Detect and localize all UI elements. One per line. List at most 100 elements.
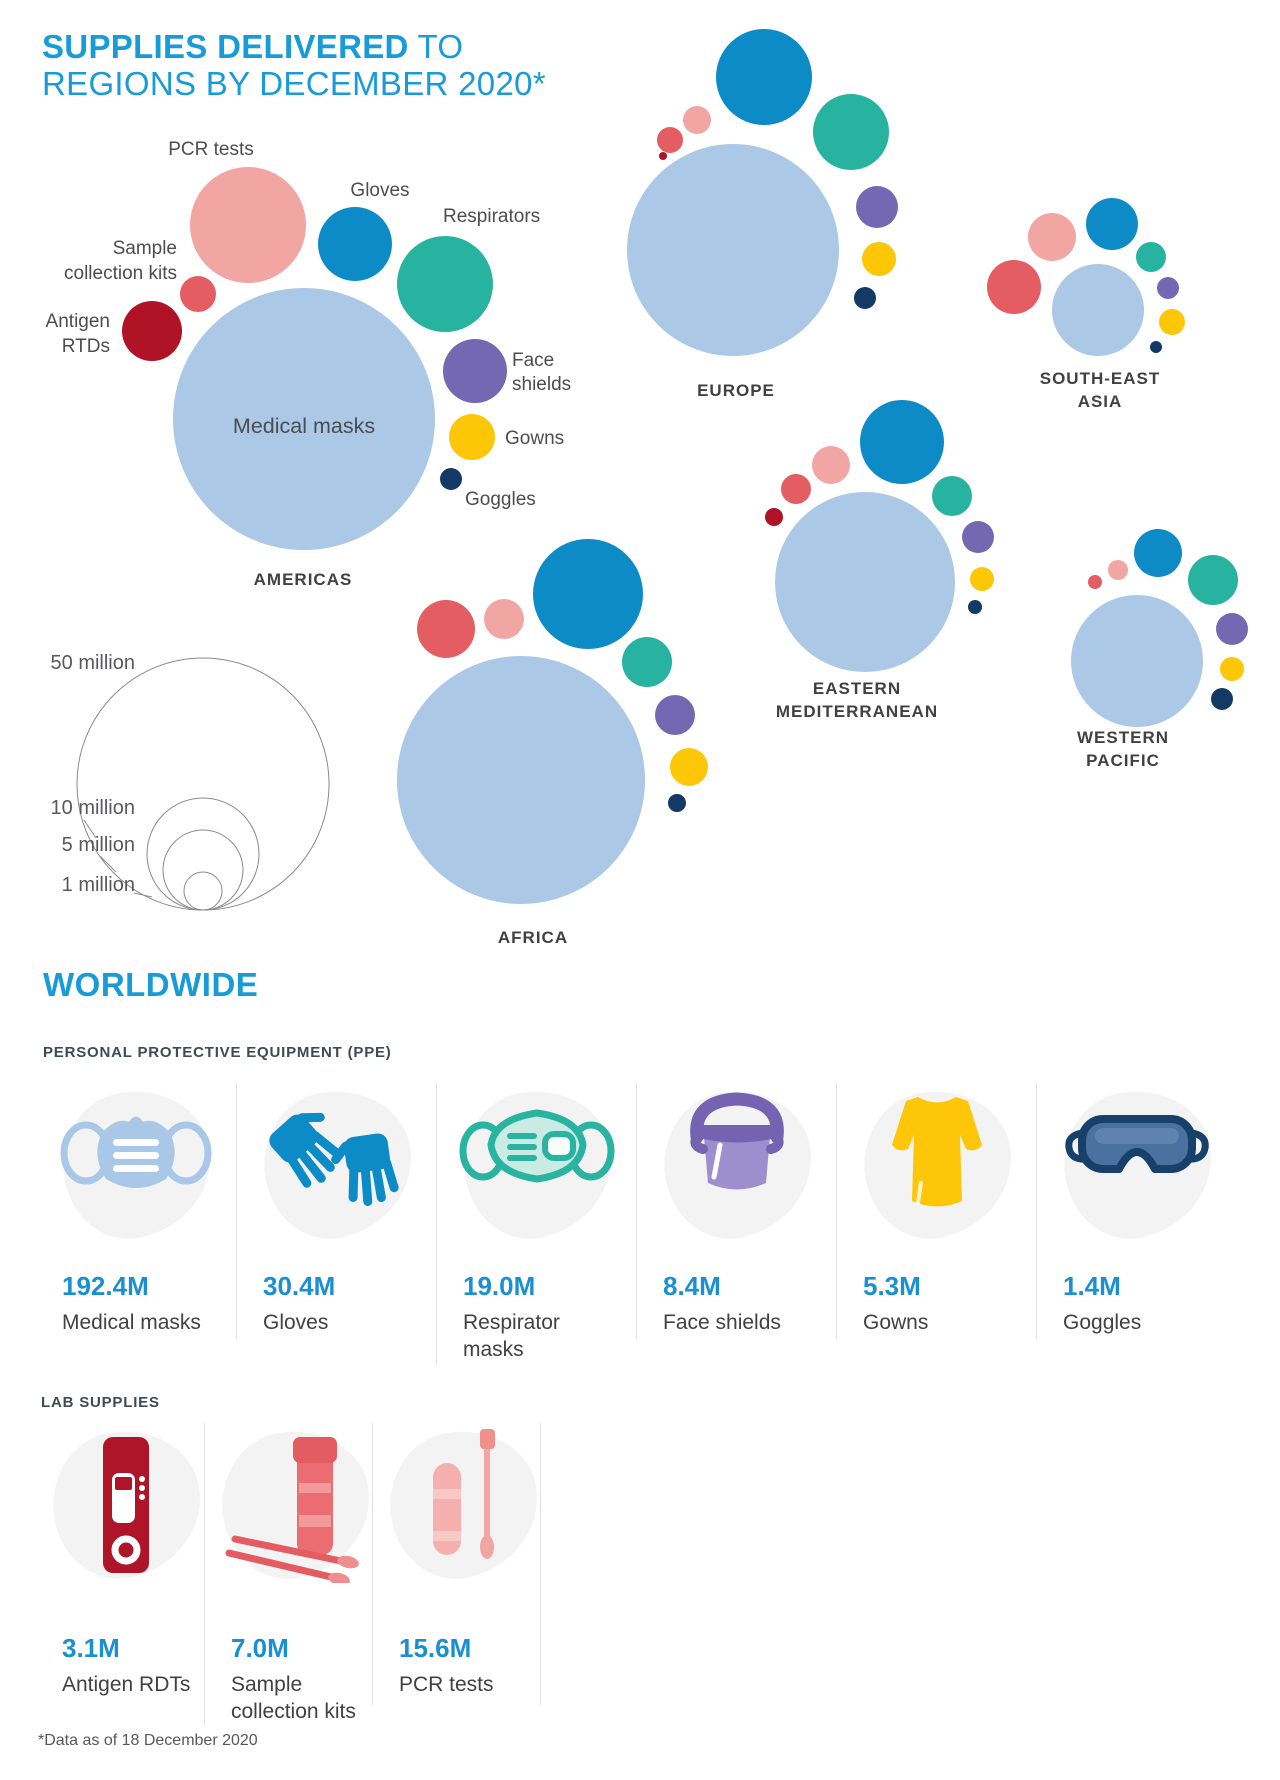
- annotation-goggles-label: Goggles: [465, 489, 536, 510]
- lab-item-antigen-rdts: 3.1M Antigen RDTs: [36, 1419, 213, 1705]
- lab-grid: 3.1M Antigen RDTs 7.0M Sample collection…: [36, 1419, 600, 1726]
- lab-grid-end-divider: [540, 1423, 600, 1705]
- icon-wrap: [252, 1079, 424, 1267]
- sample-collection-kit-icon: [225, 1437, 359, 1583]
- region-label-eastern-mediterranean: MEDITERRANEAN: [776, 702, 938, 721]
- bubble-south-east-asia-face-shields: [1157, 277, 1179, 299]
- bubble-eastern-mediterranean-gowns: [970, 567, 994, 591]
- legend-label-5m: 5 million: [62, 834, 135, 856]
- legend-tick-0: [83, 819, 97, 839]
- bubble-europe-pcr-tests: [683, 106, 711, 134]
- bubble-south-east-asia-pcr-tests: [1028, 213, 1076, 261]
- bubble-europe-face-shields: [856, 186, 898, 228]
- bubble-europe-sample-kits: [657, 127, 683, 153]
- antigen-rdt-icon: [103, 1437, 149, 1573]
- legend-circle-10m: [146, 797, 260, 911]
- bubble-western-pacific-medical-masks: [1071, 595, 1203, 727]
- item-value: 19.0M: [463, 1271, 536, 1301]
- bubble-western-pacific-sample-kits: [1088, 575, 1102, 589]
- legend-circle-1m: [183, 871, 223, 911]
- medical-mask-icon: [60, 1116, 212, 1188]
- bubble-eastern-mediterranean-goggles: [968, 600, 982, 614]
- bubble-africa-goggles: [668, 794, 686, 812]
- annotation-gowns-label: Gowns: [505, 428, 564, 449]
- bubble-western-pacific-face-shields: [1216, 613, 1248, 645]
- bubble-eastern-mediterranean-face-shields: [962, 521, 994, 553]
- legend-label-1m: 1 million: [62, 874, 135, 896]
- bubble-western-pacific-respirators: [1188, 555, 1238, 605]
- item-value: 15.6M: [399, 1633, 472, 1663]
- region-africa: AFRICA: [397, 539, 708, 947]
- bubble-south-east-asia-goggles: [1150, 341, 1162, 353]
- item-value: 3.1M: [62, 1633, 120, 1663]
- ppe-item-face-shields: 8.4M Face shields: [636, 1079, 836, 1339]
- region-label-eastern-mediterranean: EASTERN: [813, 679, 901, 698]
- bubble-americas-gowns: [449, 414, 495, 460]
- icon-wrap: [41, 1419, 213, 1629]
- bubble-americas-pcr-tests: [190, 167, 306, 283]
- bubble-africa-gloves: [533, 539, 643, 649]
- legend-tick-1: [99, 855, 117, 873]
- ppe-heading: PERSONAL PROTECTIVE EQUIPMENT (PPE): [43, 1044, 392, 1061]
- icon-wrap: [452, 1079, 624, 1267]
- title-line2: REGIONS BY DECEMBER 2020*: [42, 65, 546, 102]
- region-label-americas: AMERICAS: [254, 570, 353, 589]
- bubble-western-pacific-gowns: [1220, 657, 1244, 681]
- bubble-africa-pcr-tests: [484, 599, 524, 639]
- bubble-americas-antigen-rdts: [122, 301, 182, 361]
- footnote: *Data as of 18 December 2020: [38, 1732, 258, 1749]
- item-value: 7.0M: [231, 1633, 289, 1663]
- annotation-pcr-tests-label: PCR tests: [168, 139, 254, 160]
- lab-item-pcr-tests: 15.6M PCR tests: [372, 1419, 550, 1705]
- item-label: Sample collection kits: [231, 1673, 356, 1724]
- icon-wrap: [652, 1079, 824, 1267]
- annotation-respirators-label: Respirators: [443, 206, 540, 227]
- region-label-south-east-asia: SOUTH-EAST: [1040, 369, 1161, 388]
- region-label-europe: EUROPE: [697, 381, 775, 400]
- annotation-face-shields-label: Face: [512, 350, 554, 371]
- bubble-europe-antigen-rdts: [659, 152, 667, 160]
- gloves-icon: [269, 1112, 399, 1207]
- item-label: Goggles: [1063, 1311, 1142, 1334]
- ppe-item-respirator-masks: 19.0M Respirator masks: [436, 1079, 636, 1364]
- bubble-eastern-mediterranean-pcr-tests: [812, 446, 850, 484]
- legend-label-50m: 50 million: [51, 652, 135, 674]
- region-south-east-asia: SOUTH-EAST ASIA: [987, 198, 1185, 411]
- item-label: Gowns: [863, 1311, 929, 1334]
- bubble-europe-medical-masks: [627, 144, 839, 356]
- region-label-south-east-asia: ASIA: [1078, 392, 1123, 411]
- ppe-item-gowns: 5.3M Gowns: [836, 1079, 1036, 1339]
- annotation-face-shields-label: shields: [512, 374, 571, 395]
- region-europe: EUROPE: [627, 29, 898, 400]
- icon-wrap: [852, 1079, 1024, 1267]
- ppe-grid: 192.4M Medical masks: [36, 1079, 1236, 1364]
- annotation-antigen-rdts-label: RTDs: [62, 336, 110, 357]
- ppe-item-gloves: 30.4M Gloves: [236, 1079, 436, 1339]
- region-label-africa: AFRICA: [498, 928, 568, 947]
- goggles-icon: [1065, 1115, 1209, 1173]
- bubble-europe-gloves: [716, 29, 812, 125]
- bubble-south-east-asia-sample-kits: [987, 260, 1041, 314]
- bubble-south-east-asia-medical-masks: [1052, 264, 1144, 356]
- bubble-africa-gowns: [670, 748, 708, 786]
- bubble-western-pacific-goggles: [1211, 688, 1233, 710]
- bubble-south-east-asia-respirators: [1136, 242, 1166, 272]
- bubble-eastern-mediterranean-antigen-rdts: [765, 508, 783, 526]
- bubble-western-pacific-gloves: [1134, 529, 1182, 577]
- bubble-africa-sample-kits: [417, 600, 475, 658]
- item-value: 30.4M: [263, 1271, 336, 1301]
- annotation-medical-masks-label: Medical masks: [233, 414, 375, 438]
- annotation-antigen-rdts-label: Antigen: [46, 311, 110, 332]
- icon-wrap: [378, 1419, 550, 1629]
- bubble-eastern-mediterranean-sample-kits: [781, 474, 811, 504]
- bubble-south-east-asia-gowns: [1159, 309, 1185, 335]
- item-label: PCR tests: [399, 1673, 494, 1696]
- annotation-sample-kits-label: Sample: [113, 238, 177, 259]
- bubble-western-pacific-pcr-tests: [1108, 560, 1128, 580]
- item-label: Face shields: [663, 1311, 781, 1334]
- bubble-africa-respirators: [622, 637, 672, 687]
- bubble-americas-medical-masks: [173, 288, 435, 550]
- ppe-item-goggles: 1.4M Goggles: [1036, 1079, 1236, 1339]
- worldwide-heading: WORLDWIDE: [43, 966, 259, 1003]
